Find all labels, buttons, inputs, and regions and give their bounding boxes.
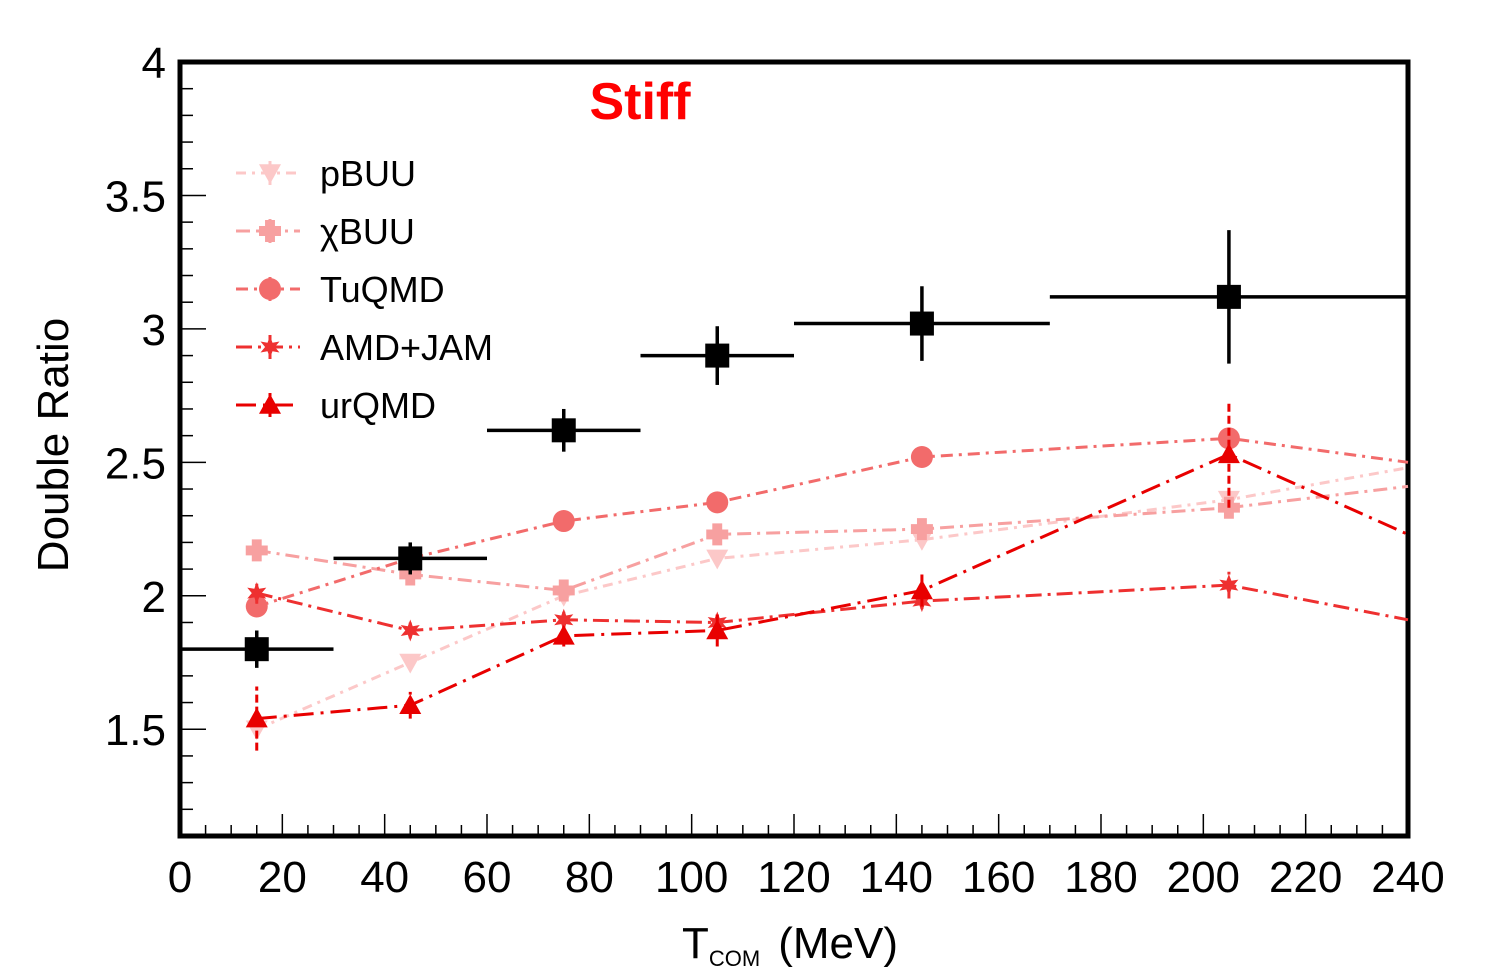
series-point [399, 694, 422, 715]
series-point [552, 579, 575, 602]
series-amd-jam [247, 571, 1409, 642]
legend-marker [259, 394, 281, 414]
series-point [552, 624, 575, 645]
series-point [245, 595, 268, 618]
series-point [245, 539, 268, 562]
series-point [399, 653, 422, 674]
measured-data [180, 230, 1408, 668]
y-tick-label: 3 [142, 306, 166, 355]
legend-label: pBUU [320, 153, 416, 194]
legend-label: AMD+JAM [320, 327, 493, 368]
series-point [706, 523, 729, 546]
y-tick-label: 2.5 [105, 439, 166, 488]
legend-label: urQMD [320, 385, 436, 426]
series-point [1219, 574, 1239, 597]
series-point [245, 707, 268, 728]
x-tick-label: 180 [1064, 853, 1137, 902]
series-urqmd [245, 400, 1409, 751]
legend-entry: χBUU [236, 211, 415, 252]
data-marker [909, 311, 934, 336]
data-point [794, 286, 1050, 361]
data-point [487, 408, 641, 452]
legend-marker [259, 164, 281, 184]
data-point [333, 542, 487, 575]
x-tick-label: 60 [463, 853, 512, 902]
x-tick-label: 80 [565, 853, 614, 902]
legend-label: χBUU [320, 211, 415, 252]
data-marker [551, 418, 576, 443]
y-tick-label: 1.5 [105, 706, 166, 755]
data-marker [398, 546, 423, 571]
x-tick-label: 100 [655, 853, 728, 902]
x-axis-label-unit: (MeV) [778, 919, 898, 968]
series-point [910, 518, 933, 541]
legend-marker [259, 278, 281, 300]
x-axis-label-subscript: COM [709, 946, 760, 971]
x-axis-label: TCOM (MeV) [682, 919, 898, 971]
series-point [910, 579, 933, 600]
x-tick-label: 120 [757, 853, 830, 902]
series-point [1217, 443, 1240, 464]
legend-entry: AMD+JAM [236, 327, 493, 368]
data-point [1049, 230, 1408, 364]
chart-annotation: Stiff [589, 73, 691, 131]
series-point [554, 608, 574, 631]
y-tick-label: 3.5 [105, 172, 166, 221]
x-tick-label: 40 [360, 853, 409, 902]
series-point [400, 619, 420, 642]
data-point [180, 630, 334, 668]
x-tick-label: 0 [168, 853, 192, 902]
series-point [1217, 427, 1240, 450]
y-tick-label: 4 [142, 39, 166, 88]
y-tick-label: 2 [142, 573, 166, 622]
x-tick-label: 140 [860, 853, 933, 902]
legend-marker [259, 220, 281, 242]
legend: pBUU χBUU TuQMD AMD+JAM urQMD [236, 153, 493, 426]
legend-entry: TuQMD [236, 269, 445, 310]
series-point [910, 446, 933, 469]
axes: 0 20 40 60 80 100 120 140 160 180 200 220 240 1.5 2 2.5… [105, 39, 1445, 902]
series-point [910, 530, 933, 551]
x-tick-label: 200 [1167, 853, 1240, 902]
x-tick-label: 160 [962, 853, 1035, 902]
legend-label: TuQMD [320, 269, 445, 310]
series-point [247, 582, 267, 605]
legend-marker [260, 336, 280, 358]
y-axis-label: Double Ratio [29, 318, 78, 572]
data-point [640, 326, 794, 385]
series-point [706, 619, 729, 640]
legend-entry: pBUU [236, 153, 416, 194]
x-axis-label-main: T [682, 919, 709, 968]
series-point [552, 510, 575, 533]
series-point [706, 491, 729, 514]
legend-entry: urQMD [236, 385, 436, 426]
model-series [245, 400, 1409, 751]
series-line [256, 484, 1409, 593]
x-tick-label: 220 [1269, 853, 1342, 902]
data-marker [1216, 284, 1241, 309]
data-marker [244, 637, 269, 662]
x-tick-label: 20 [258, 853, 307, 902]
data-marker [705, 343, 730, 368]
x-tick-label: 240 [1371, 853, 1444, 902]
series-point [706, 549, 729, 570]
